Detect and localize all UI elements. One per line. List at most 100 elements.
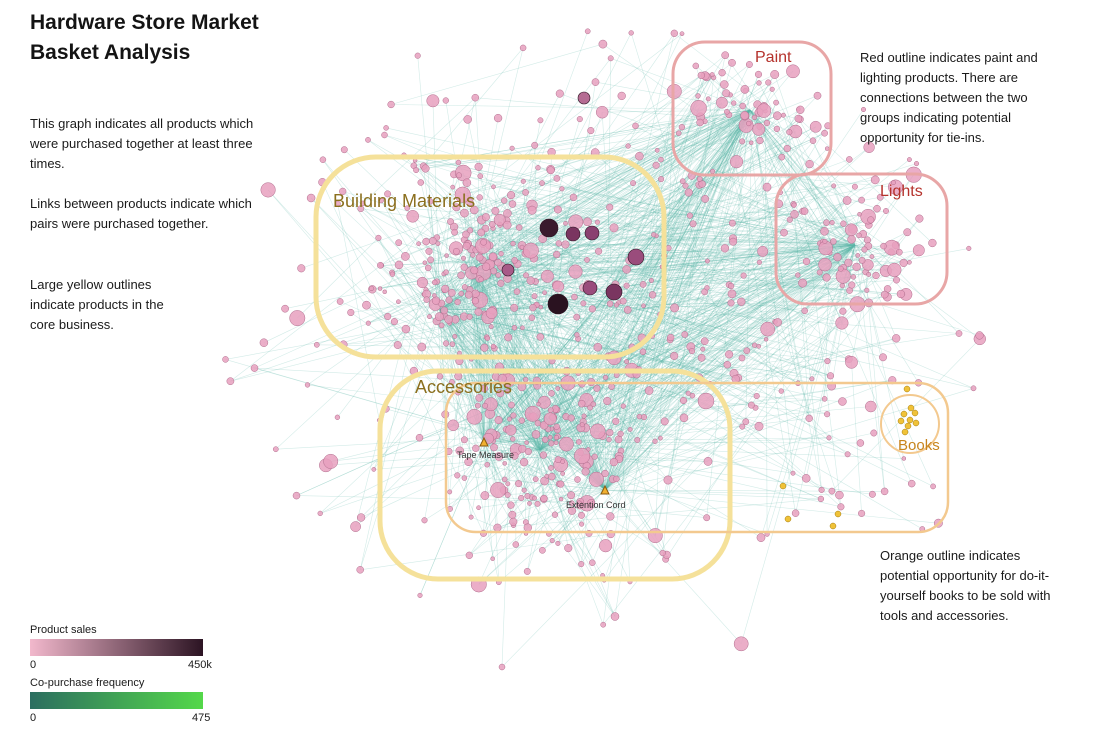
product-node <box>858 196 865 204</box>
product-label-tape-measure: Tape Measure <box>457 450 514 460</box>
product-node <box>471 289 480 298</box>
network-edge <box>539 95 699 451</box>
product-node <box>700 337 709 346</box>
product-node <box>805 414 813 422</box>
product-node <box>860 106 867 113</box>
product-node <box>857 212 862 217</box>
product-node <box>603 396 612 406</box>
network-edge <box>642 109 751 285</box>
product-node <box>710 168 716 174</box>
network-edge <box>596 109 751 389</box>
product-node <box>222 356 229 363</box>
network-edge <box>539 256 838 451</box>
product-node <box>835 316 849 330</box>
product-node <box>660 417 669 426</box>
network-edge <box>652 271 866 337</box>
product-node <box>561 240 570 249</box>
product-node <box>738 117 754 133</box>
product-node <box>617 91 626 101</box>
network-edge <box>469 260 630 271</box>
product-node <box>622 265 631 274</box>
product-node <box>883 208 889 214</box>
product-node <box>795 272 801 278</box>
network-edge <box>483 287 584 443</box>
product-node <box>260 182 276 198</box>
product-node <box>574 447 591 464</box>
product-node <box>518 417 525 424</box>
network-edge <box>483 340 705 443</box>
network-edge <box>469 269 850 291</box>
product-node <box>701 195 709 203</box>
network-edge <box>483 120 541 443</box>
network-edge <box>436 281 757 397</box>
network-edge <box>795 244 856 514</box>
product-node <box>334 414 341 420</box>
network-edge <box>758 129 960 334</box>
product-node <box>696 176 703 182</box>
product-node <box>838 397 847 406</box>
network-edge <box>453 174 856 246</box>
product-node <box>688 348 696 355</box>
network-edge <box>709 244 856 384</box>
product-node <box>628 30 634 36</box>
product-node <box>887 262 902 277</box>
product-node <box>663 475 673 485</box>
product-node <box>553 440 559 446</box>
product-node <box>679 178 686 185</box>
network-edge <box>547 244 856 430</box>
product-node <box>723 360 732 369</box>
book-product-node <box>900 410 908 418</box>
network-edge <box>439 309 833 492</box>
network-edge <box>439 241 734 311</box>
network-edge <box>428 75 702 252</box>
product-node <box>891 180 896 186</box>
product-node <box>313 341 320 348</box>
product-node <box>742 418 750 426</box>
network-edge <box>556 130 592 255</box>
product-node <box>564 544 573 553</box>
product-node <box>818 257 832 272</box>
product-node <box>498 251 504 257</box>
product-node <box>823 219 830 226</box>
product-node <box>658 435 663 441</box>
product-node <box>498 663 506 671</box>
network-edge <box>568 222 827 549</box>
product-node <box>630 180 637 187</box>
product-node <box>426 94 440 108</box>
product-node <box>579 422 585 428</box>
product-node <box>531 141 539 149</box>
product-node <box>540 494 548 503</box>
network-edge <box>436 284 557 322</box>
product-node <box>769 86 775 92</box>
network-edge <box>296 495 581 503</box>
network-edge <box>469 269 812 380</box>
product-node <box>913 161 920 167</box>
product-node <box>727 282 735 290</box>
product-node <box>576 500 582 506</box>
product-node <box>356 513 366 522</box>
product-node <box>491 206 500 215</box>
product-node <box>534 500 541 507</box>
product-node <box>831 183 837 189</box>
product-node <box>548 390 555 397</box>
product-node <box>678 124 686 131</box>
network-edge <box>655 161 737 536</box>
network-edge <box>669 55 726 340</box>
product-node <box>763 337 769 342</box>
network-edge <box>608 356 831 377</box>
product-node <box>555 240 562 247</box>
product-node <box>722 89 731 98</box>
product-node <box>716 96 728 109</box>
product-node <box>396 299 401 305</box>
product-node <box>740 272 747 279</box>
network-edge <box>439 309 508 496</box>
product-node <box>540 269 554 283</box>
network-edge <box>469 201 606 491</box>
network-edge <box>749 109 822 490</box>
product-node <box>587 498 595 507</box>
product-node <box>549 538 555 544</box>
network-edge <box>455 319 538 386</box>
product-node <box>588 305 596 313</box>
product-node <box>493 213 506 226</box>
product-node <box>790 210 799 219</box>
